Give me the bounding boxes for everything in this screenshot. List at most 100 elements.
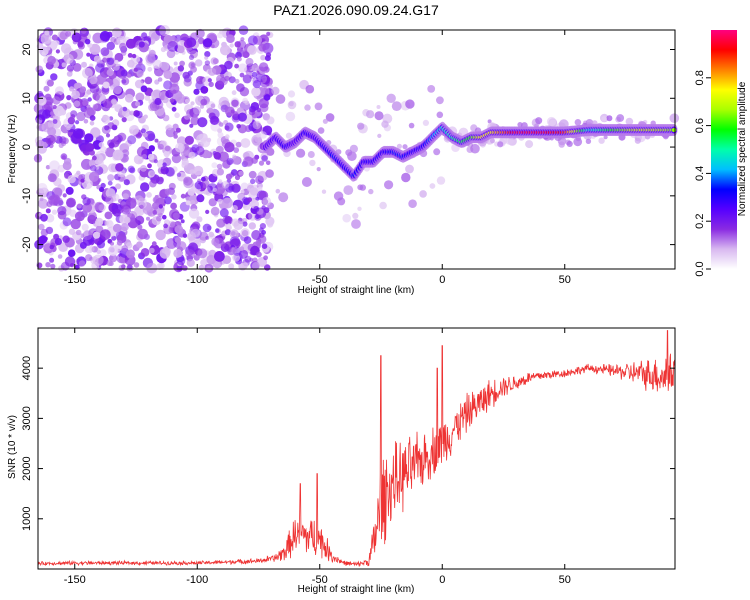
spectrogram-cell [155, 229, 166, 241]
spectrogram-cell [176, 265, 183, 272]
spectrogram-cell [316, 167, 321, 172]
spectrogram-cell [63, 53, 74, 64]
snr-x-ticks: -150 -100 -50 0 50 [64, 328, 571, 586]
spectrogram-cell [261, 155, 268, 162]
spectrogram-cell [102, 81, 110, 89]
spectrogram-cell [140, 85, 148, 93]
spectrogram-cell [188, 208, 200, 219]
spectrogram-cell [251, 63, 259, 72]
spectrogram-cell [82, 67, 93, 79]
spectrogram-cell [237, 112, 247, 122]
spectrogram-x-tick-label: -50 [312, 274, 328, 286]
spectrogram-cell [69, 209, 77, 217]
spectrogram-cell [185, 200, 191, 206]
spectrogram-cell [196, 216, 203, 223]
spectrogram-cell [136, 241, 143, 249]
spectrogram-cell [230, 247, 237, 254]
spectrogram-cell [258, 160, 265, 166]
spectrogram-cell [231, 218, 240, 227]
spectrogram-cell [174, 112, 180, 119]
spectrogram-cell [135, 110, 143, 119]
spectrogram-cell [58, 142, 64, 148]
spectrogram-cell [81, 61, 87, 68]
spectrogram-cell [251, 87, 261, 97]
spectrogram-cell [278, 192, 289, 203]
snr-series-line [37, 330, 676, 567]
spectrogram-cell [144, 76, 153, 85]
spectrogram-cell [240, 182, 249, 191]
spectrogram-cell [149, 179, 157, 188]
spectrogram-cell [147, 66, 153, 72]
spectrogram-cell [180, 193, 186, 199]
spectrogram-cell [201, 179, 210, 189]
spectrogram-cell [120, 69, 128, 77]
spectrogram-cell [175, 93, 186, 104]
spectrogram-cell [85, 254, 93, 262]
spectrogram-cell [220, 241, 226, 247]
spectrogram-cell [183, 177, 194, 189]
spectrogram-cell [231, 155, 241, 165]
spectrogram-cell [81, 223, 89, 231]
spectrogram-cell [141, 154, 148, 160]
spectrogram-cell [99, 249, 107, 257]
spectrogram-cell [204, 60, 211, 66]
spectrogram-cell [193, 165, 204, 176]
spectrogram-cell [106, 68, 114, 77]
spectrogram-cell [252, 257, 258, 263]
spectrogram-cell [271, 86, 280, 95]
colorbar-ticks: 0.0 0.2 0.4 0.6 0.8 [694, 70, 711, 277]
spectrogram-cell [259, 223, 266, 230]
spectrogram-cell [67, 175, 76, 184]
spectrogram-cell [204, 51, 211, 58]
spectrogram-frame [37, 29, 676, 270]
spectrogram-cell [601, 116, 607, 122]
spectrogram-cell [535, 117, 543, 125]
spectrogram-cell [143, 114, 148, 119]
spectrogram-cell [224, 142, 235, 153]
snr-y-axis-title: SNR (10 * v/v) [7, 415, 18, 479]
figure-title: PAZ1.2026.090.09.24.G17 [273, 2, 439, 18]
spectrogram-x-tick-label: 50 [559, 274, 571, 286]
spectrogram-cell [250, 178, 256, 185]
spectrogram-cell [189, 123, 194, 128]
spectrogram-cell [287, 100, 297, 110]
spectrogram-cell [220, 44, 231, 56]
spectrogram-cell [237, 218, 244, 225]
spectrogram-cell [172, 89, 177, 94]
spectrogram-cell [126, 249, 135, 259]
spectrogram-cell [287, 90, 296, 98]
spectrogram-cell [101, 115, 111, 124]
spectrogram-cell [118, 264, 126, 271]
spectrogram-cell [217, 131, 224, 138]
spectrogram-cell [177, 241, 187, 251]
spectrogram-cell [89, 83, 100, 94]
spectrogram-cell [51, 209, 58, 215]
spectrogram-y-tick-label: -20 [21, 237, 33, 253]
spectrogram-x-tick-label: -150 [64, 274, 86, 286]
spectrogram-cell [625, 117, 634, 126]
spectrogram-cell [261, 76, 267, 82]
spectrogram-cell [190, 101, 195, 106]
spectrogram-cell [82, 197, 91, 206]
spectrogram-cell [229, 43, 234, 48]
spectrogram-cell [228, 185, 234, 191]
spectrogram-cell [216, 163, 223, 170]
spectrogram-cell [68, 228, 76, 235]
spectrogram-cell [75, 229, 82, 236]
spectrogram-y-tick-label: 0 [21, 144, 33, 150]
spectrogram-cell [113, 85, 122, 95]
spectrogram-cell [285, 111, 296, 122]
spectrogram-cell [213, 152, 222, 160]
spectrogram-cell [301, 177, 312, 187]
spectrogram-cell [69, 86, 75, 92]
snr-x-tick-label: 0 [439, 574, 445, 586]
spectrogram-x-ticks: -150 -100 -50 0 50 [64, 30, 571, 286]
spectrogram-cell [66, 95, 72, 101]
spectrogram-cell [47, 55, 56, 65]
spectrogram-cell [96, 249, 101, 255]
spectrogram-cell [127, 213, 133, 219]
spectrogram-cell [241, 230, 249, 237]
spectrogram-cell [92, 155, 97, 161]
spectrogram-cell [71, 32, 82, 43]
spectrogram-cell [62, 161, 72, 171]
